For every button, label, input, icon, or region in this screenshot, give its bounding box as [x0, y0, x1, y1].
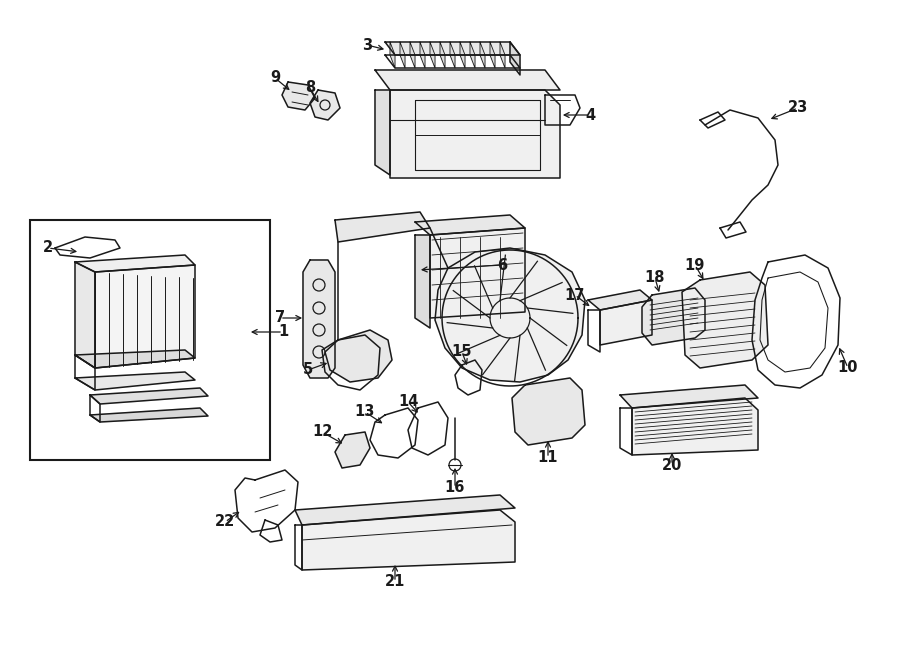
Polygon shape — [470, 42, 475, 68]
Polygon shape — [390, 42, 395, 68]
Text: 12: 12 — [311, 424, 332, 440]
Polygon shape — [375, 70, 560, 90]
Text: 22: 22 — [215, 514, 235, 529]
Polygon shape — [500, 42, 505, 68]
Text: 15: 15 — [452, 344, 472, 360]
Text: 11: 11 — [538, 451, 558, 465]
Polygon shape — [325, 330, 392, 382]
Polygon shape — [95, 265, 195, 368]
Polygon shape — [75, 262, 95, 368]
Text: 3: 3 — [362, 38, 372, 52]
Text: 19: 19 — [685, 258, 706, 272]
Text: 14: 14 — [398, 395, 418, 410]
Text: 10: 10 — [838, 360, 859, 375]
Text: 16: 16 — [445, 481, 465, 496]
Polygon shape — [282, 82, 315, 110]
Text: 6: 6 — [497, 258, 507, 272]
Polygon shape — [415, 235, 430, 328]
Polygon shape — [642, 288, 705, 345]
Polygon shape — [90, 408, 208, 422]
Text: 1: 1 — [278, 325, 288, 340]
Bar — [30, 220, 270, 460]
Polygon shape — [440, 42, 445, 68]
Polygon shape — [410, 42, 415, 68]
Polygon shape — [75, 255, 195, 272]
Text: 4: 4 — [585, 108, 595, 122]
Polygon shape — [588, 290, 652, 310]
Polygon shape — [450, 42, 455, 68]
Text: 23: 23 — [788, 100, 808, 116]
Polygon shape — [430, 228, 525, 318]
Polygon shape — [310, 90, 340, 120]
Polygon shape — [415, 215, 525, 235]
Polygon shape — [480, 42, 485, 68]
Polygon shape — [512, 378, 585, 445]
Text: 8: 8 — [305, 81, 315, 95]
Polygon shape — [335, 432, 370, 468]
Polygon shape — [385, 42, 520, 55]
Polygon shape — [600, 300, 652, 345]
Text: 17: 17 — [565, 288, 585, 303]
Polygon shape — [460, 42, 465, 68]
Polygon shape — [620, 385, 758, 408]
Polygon shape — [435, 248, 585, 382]
Polygon shape — [682, 272, 768, 368]
Polygon shape — [420, 42, 425, 68]
Text: 13: 13 — [355, 405, 375, 420]
Polygon shape — [75, 372, 195, 390]
Text: 9: 9 — [270, 71, 280, 85]
Polygon shape — [90, 388, 208, 404]
Polygon shape — [375, 90, 390, 175]
Text: 7: 7 — [274, 311, 285, 325]
Polygon shape — [335, 212, 430, 242]
Polygon shape — [302, 510, 515, 570]
Polygon shape — [295, 495, 515, 525]
Polygon shape — [75, 350, 195, 368]
Polygon shape — [400, 42, 405, 68]
Text: 21: 21 — [385, 574, 405, 590]
Text: 20: 20 — [662, 457, 682, 473]
Text: 5: 5 — [303, 362, 313, 377]
Text: 2: 2 — [43, 241, 53, 256]
Text: 18: 18 — [644, 270, 665, 286]
Polygon shape — [303, 260, 335, 378]
Polygon shape — [510, 42, 520, 75]
Polygon shape — [430, 42, 435, 68]
Polygon shape — [390, 90, 560, 178]
Polygon shape — [632, 398, 758, 455]
Polygon shape — [490, 42, 495, 68]
